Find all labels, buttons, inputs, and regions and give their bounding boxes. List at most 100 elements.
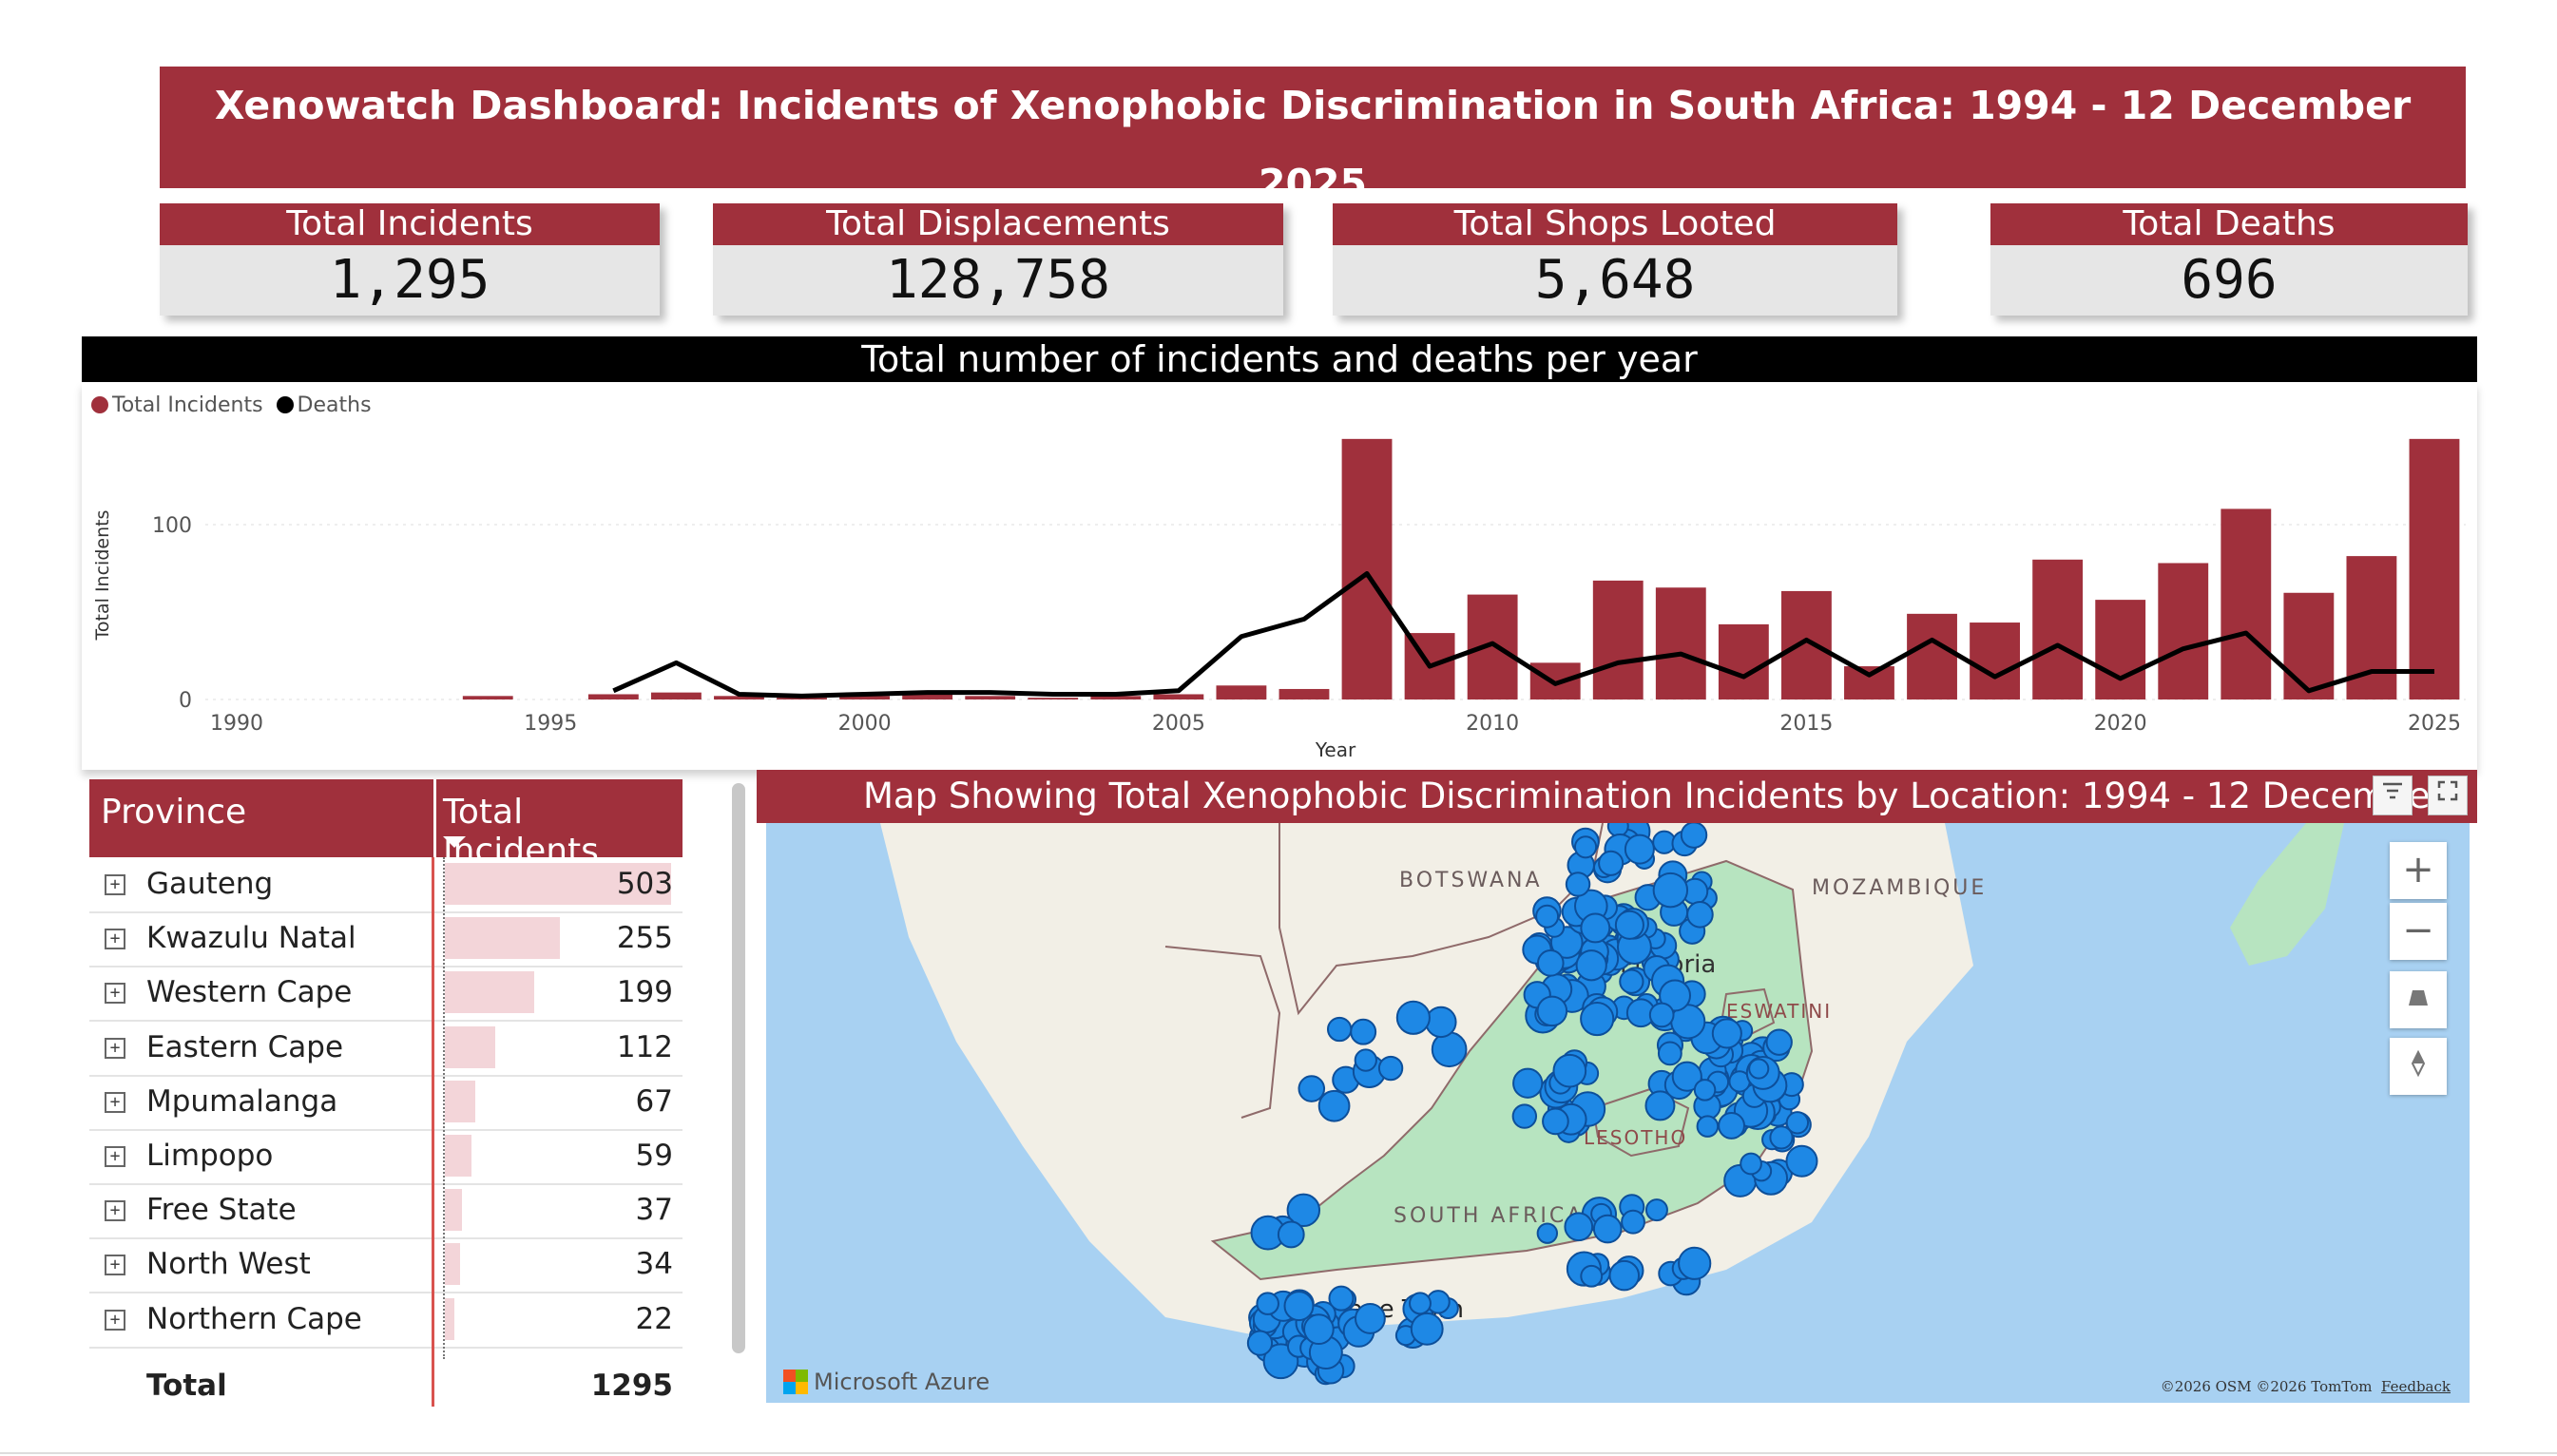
expand-icon[interactable]: + — [105, 1309, 125, 1331]
bar-2018[interactable] — [1970, 623, 2021, 699]
column-header-province[interactable]: Province — [101, 793, 247, 832]
incident-marker[interactable] — [1624, 833, 1655, 865]
incident-marker[interactable] — [1580, 1001, 1615, 1037]
incident-marker[interactable] — [1718, 1111, 1746, 1140]
bar-2017[interactable] — [1907, 613, 1957, 699]
table-scrollbar[interactable] — [732, 783, 745, 1353]
incidents-deaths-chart[interactable]: 0 100 Total Incidents 1990 1995 2000 2005 2010 2… — [82, 409, 2477, 770]
incident-marker[interactable] — [1511, 1103, 1538, 1129]
incident-marker[interactable] — [1246, 1330, 1274, 1356]
incident-marker[interactable] — [1614, 910, 1644, 940]
incident-marker[interactable] — [1686, 901, 1714, 929]
province-table[interactable]: Province Total Incidents + Gauteng 503 + Kwa… — [89, 779, 683, 1407]
bar-2007[interactable] — [1278, 688, 1330, 699]
bar-1997[interactable] — [650, 692, 702, 699]
bar-2002[interactable] — [965, 696, 1016, 699]
bar-1998[interactable] — [714, 696, 764, 699]
bar-2010[interactable] — [1467, 594, 1518, 699]
incident-marker[interactable] — [1785, 1111, 1810, 1135]
expand-icon[interactable]: + — [105, 929, 125, 950]
incident-marker[interactable] — [1785, 1144, 1818, 1178]
incident-marker[interactable] — [1619, 968, 1644, 994]
bar-2003[interactable] — [1028, 698, 1079, 699]
bar-1996[interactable] — [587, 694, 639, 699]
incident-marker[interactable] — [1748, 1058, 1770, 1080]
filter-icon[interactable] — [2373, 776, 2413, 815]
incident-marker[interactable] — [1580, 912, 1611, 944]
incident-marker[interactable] — [1573, 835, 1598, 859]
incident-marker[interactable] — [1657, 1041, 1682, 1066]
expand-icon[interactable]: + — [105, 1200, 125, 1222]
incident-marker[interactable] — [1598, 850, 1625, 876]
table-row[interactable]: + Western Cape 199 — [89, 966, 683, 1023]
incident-marker[interactable] — [1410, 1312, 1444, 1346]
table-row[interactable]: + Eastern Cape 112 — [89, 1021, 683, 1077]
incident-marker[interactable] — [1671, 1061, 1702, 1092]
incident-marker[interactable] — [1354, 1048, 1377, 1072]
bar-2013[interactable] — [1655, 587, 1706, 699]
incident-marker[interactable] — [1256, 1292, 1279, 1315]
bar-2008[interactable] — [1341, 438, 1393, 699]
incident-marker[interactable] — [1648, 1002, 1675, 1028]
incident-marker[interactable] — [1536, 949, 1565, 977]
incident-marker[interactable] — [1512, 1067, 1544, 1099]
incident-marker[interactable] — [1326, 1016, 1353, 1043]
sort-descending-icon[interactable] — [443, 836, 466, 848]
feedback-link[interactable]: Feedback — [2381, 1378, 2451, 1395]
incident-marker[interactable] — [1409, 1292, 1432, 1315]
incident-marker[interactable] — [1317, 1089, 1351, 1122]
chart-legend[interactable]: Total Incidents Deaths — [91, 393, 372, 417]
bar-2015[interactable] — [1780, 590, 1832, 699]
incident-markers[interactable] — [1246, 823, 1818, 1386]
incident-marker[interactable] — [1536, 995, 1568, 1027]
table-row[interactable]: + Kwazulu Natal 255 — [89, 911, 683, 968]
expand-icon[interactable]: + — [105, 1146, 125, 1167]
bar-2012[interactable] — [1592, 580, 1644, 699]
expand-icon[interactable]: + — [105, 983, 125, 1005]
incident-marker[interactable] — [1711, 1018, 1742, 1049]
incident-marker[interactable] — [1592, 1214, 1623, 1244]
bar-1999[interactable] — [777, 698, 827, 699]
map-canvas[interactable]: BOTSWANA MOZAMBIQUE SOUTH AFRICA LESOTHO… — [766, 823, 2470, 1403]
expand-icon[interactable]: + — [105, 1037, 125, 1059]
incident-marker[interactable] — [1355, 1303, 1386, 1334]
bar-2001[interactable] — [902, 694, 953, 699]
incident-marker[interactable] — [1769, 1125, 1794, 1150]
incident-marker[interactable] — [1659, 979, 1692, 1012]
tilt-button[interactable] — [2390, 971, 2447, 1028]
expand-icon[interactable]: + — [105, 1255, 125, 1276]
incident-marker[interactable] — [1542, 1107, 1569, 1136]
incident-marker[interactable] — [1678, 1246, 1712, 1280]
bar-1994[interactable] — [462, 696, 513, 699]
incident-marker[interactable] — [1350, 1018, 1377, 1045]
bar-2023[interactable] — [2283, 592, 2335, 699]
incident-marker[interactable] — [1765, 1028, 1793, 1056]
focus-mode-icon[interactable] — [2428, 776, 2468, 815]
incident-map[interactable]: BOTSWANA MOZAMBIQUE SOUTH AFRICA LESOTHO… — [766, 823, 2470, 1403]
incident-marker[interactable] — [1644, 1198, 1668, 1222]
bar-2004[interactable] — [1090, 696, 1142, 699]
incident-marker[interactable] — [1564, 1212, 1594, 1242]
incident-marker[interactable] — [1283, 1291, 1315, 1322]
incident-marker[interactable] — [1377, 1055, 1404, 1082]
incident-marker[interactable] — [1575, 949, 1607, 982]
incident-marker[interactable] — [1425, 1006, 1457, 1039]
table-row[interactable]: + North West 34 — [89, 1237, 683, 1294]
incident-marker[interactable] — [1696, 1115, 1720, 1138]
zoom-in-button[interactable]: + — [2390, 842, 2447, 899]
incident-marker[interactable] — [1621, 1209, 1645, 1235]
table-row[interactable]: + Free State 37 — [89, 1183, 683, 1240]
incident-marker[interactable] — [1652, 872, 1689, 909]
expand-icon[interactable]: + — [105, 874, 125, 895]
table-row[interactable]: + Mpumalanga 67 — [89, 1075, 683, 1131]
incident-marker[interactable] — [1552, 1053, 1587, 1088]
incident-marker[interactable] — [1277, 1220, 1305, 1249]
table-row[interactable]: + Limpopo 59 — [89, 1129, 683, 1185]
incident-marker[interactable] — [1608, 1259, 1641, 1292]
incident-marker[interactable] — [1740, 1152, 1762, 1176]
expand-icon[interactable]: + — [105, 1091, 125, 1113]
bar-2020[interactable] — [2095, 600, 2146, 699]
incident-marker[interactable] — [1303, 1313, 1335, 1346]
zoom-out-button[interactable]: − — [2390, 903, 2447, 960]
incident-marker[interactable] — [1565, 872, 1591, 897]
